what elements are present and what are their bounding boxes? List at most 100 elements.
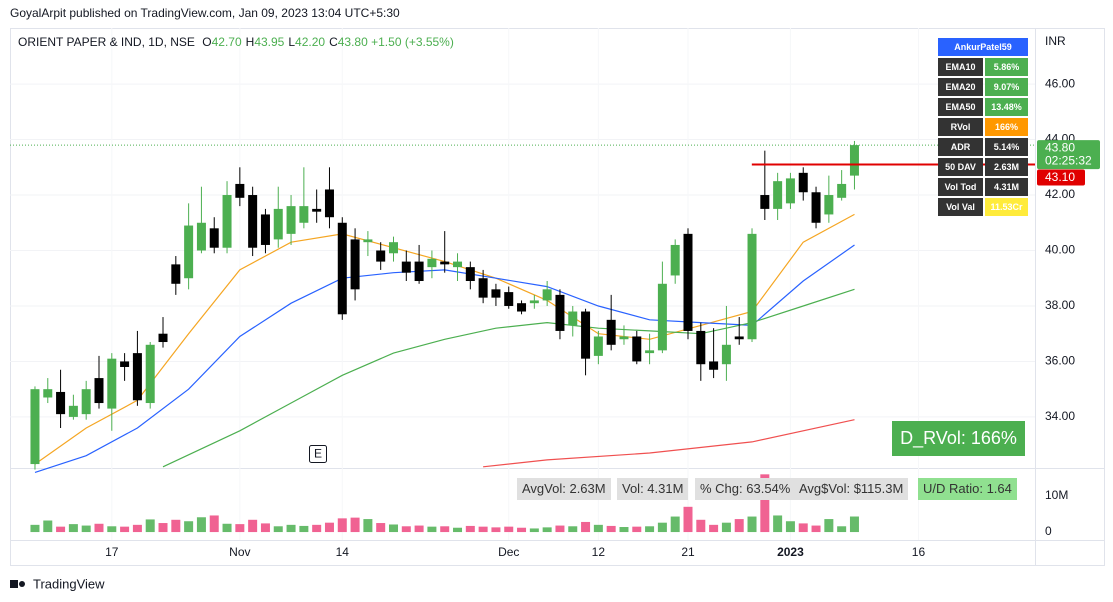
volume-bar <box>760 474 770 533</box>
candle-body <box>273 208 283 240</box>
candle-body <box>837 183 847 198</box>
x-tick-label: 16 <box>912 545 926 559</box>
candle-body <box>414 261 424 282</box>
volume <box>30 474 859 533</box>
table-value: 2.63M <box>985 158 1028 176</box>
candle-body <box>453 261 463 268</box>
table-label: ADR <box>938 138 983 156</box>
currency: INR <box>1045 34 1066 48</box>
y-tick-label: 42.00 <box>1045 187 1075 201</box>
last-price-label: 43.80 <box>1045 140 1075 154</box>
table-value: 13.48% <box>985 98 1028 116</box>
table-value: 5.14% <box>985 138 1028 156</box>
volume-bar <box>529 528 539 533</box>
volume-bar <box>299 525 309 533</box>
y-tick-label: 40.00 <box>1045 243 1075 257</box>
candle-body <box>30 389 40 465</box>
volume-bar <box>785 521 795 533</box>
table-label: EMA20 <box>938 78 983 96</box>
candle-body <box>747 233 757 340</box>
stat-box: U/D Ratio: 1.64 <box>918 478 1017 500</box>
candle-body <box>504 292 514 306</box>
candle-body <box>132 353 142 401</box>
volume-bar <box>171 519 181 533</box>
y-tick-label: 38.00 <box>1045 298 1075 312</box>
candle-body <box>721 344 731 365</box>
candle-body <box>798 172 808 193</box>
volume-bar <box>324 522 334 533</box>
stat-box: % Chg: 63.54% <box>695 478 796 500</box>
candle-body <box>734 336 744 340</box>
volume-bar <box>773 515 783 533</box>
volume-bar <box>593 524 603 533</box>
rvol-badge: D_RVol: 166% <box>892 421 1025 456</box>
legend: ORIENT PAPER & IND, 1D, NSE O42.70 H43.95… <box>18 35 454 49</box>
candle-body <box>363 239 373 243</box>
ema-line <box>483 419 855 468</box>
volume-bar <box>260 523 270 533</box>
level-tag <box>1037 169 1085 186</box>
candle-body <box>145 344 155 404</box>
legend-value: 42.20 <box>295 35 326 49</box>
candle-body <box>158 333 168 343</box>
candle-body <box>645 350 655 354</box>
candle-body <box>465 267 475 282</box>
candle-body <box>376 250 386 262</box>
candle-body <box>491 289 501 298</box>
volume-bar <box>606 525 616 533</box>
legend-key: C <box>329 35 338 49</box>
table-label: RVol <box>938 118 983 136</box>
volume-bar <box>619 527 629 533</box>
table-value: 11.53Cr <box>985 198 1028 216</box>
legend-items: O42.70 H43.95 L42.20 C43.80 <box>198 35 368 49</box>
candle-body <box>235 183 245 198</box>
volume-bar <box>158 523 168 533</box>
volume-bar <box>542 527 552 533</box>
candle-body <box>555 294 565 331</box>
footer: TradingView <box>33 576 105 591</box>
ema-line <box>162 288 855 468</box>
legend-value: 42.70 <box>211 35 242 49</box>
volume-bar <box>248 519 258 533</box>
x-tick-label: Dec <box>498 545 519 559</box>
candle-body <box>222 195 232 248</box>
x-tick-label: 21 <box>681 545 695 559</box>
volume-bar <box>581 521 591 533</box>
table-label: EMA50 <box>938 98 983 116</box>
candle-body <box>811 192 821 223</box>
candle-body <box>209 228 219 248</box>
volume-bar <box>120 526 130 533</box>
volume-bar <box>683 506 693 533</box>
y-tick-label: 46.00 <box>1045 76 1075 90</box>
candle-body <box>517 303 527 312</box>
volume-bar <box>670 516 680 533</box>
legend-symbol: ORIENT PAPER & IND, 1D, NSE <box>18 35 195 49</box>
candle-body <box>286 206 296 234</box>
table-label: EMA10 <box>938 58 983 76</box>
legend-key: L <box>288 35 296 49</box>
candle-body <box>773 181 783 209</box>
tradingview-logo <box>10 580 25 588</box>
table-label: Vol Tod <box>938 178 983 196</box>
volume-bar <box>414 525 424 533</box>
volume-bar <box>94 523 104 533</box>
candle-body <box>56 391 66 415</box>
stat-box: AvgVol: 2.63M <box>517 478 611 500</box>
volume-bar <box>465 525 475 533</box>
level-label: 43.10 <box>1045 170 1075 184</box>
volume-bar <box>453 527 463 533</box>
volume-bar <box>632 526 642 533</box>
volume-bar <box>568 526 578 533</box>
candle-body <box>196 222 206 251</box>
candle-body <box>696 330 706 365</box>
x-tick-label: 12 <box>592 545 606 559</box>
legend-key: H <box>245 35 255 49</box>
event-marker: E <box>314 447 322 461</box>
table-value: 4.31M <box>985 178 1028 196</box>
candle-body <box>593 336 603 356</box>
candle-body <box>568 311 578 326</box>
volume-bar <box>43 520 53 533</box>
table-label: 50 DAV <box>938 158 983 176</box>
